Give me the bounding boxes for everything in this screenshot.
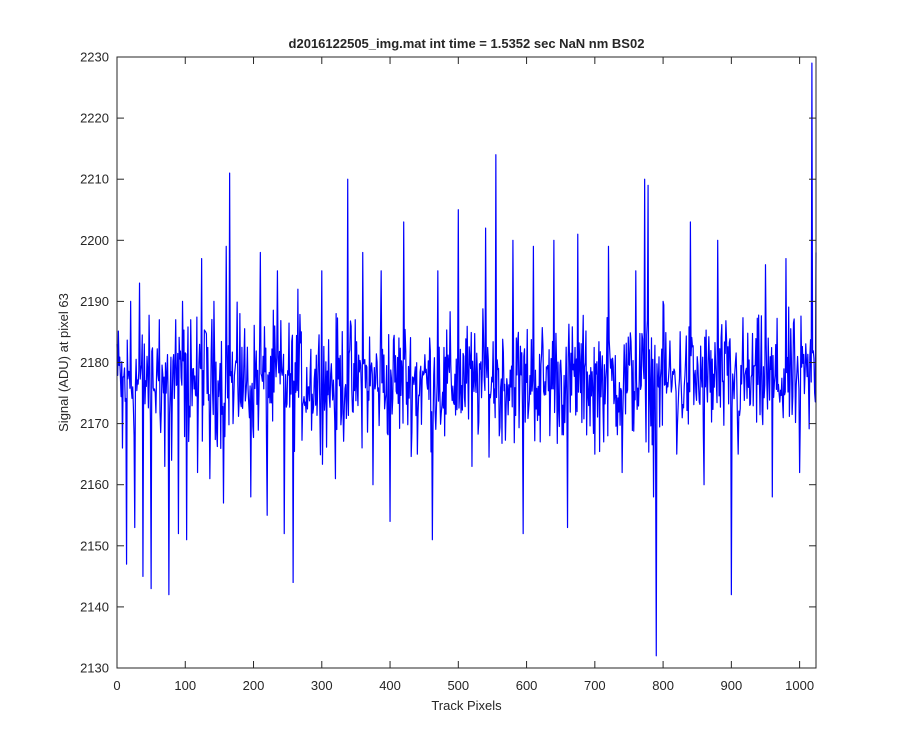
x-tick-label: 0 (113, 678, 120, 693)
y-tick-label: 2220 (80, 111, 109, 126)
x-axis-label: Track Pixels (431, 698, 502, 713)
x-axis: 0 100 200 300 400 500 600 700 800 900 1000 (113, 57, 814, 693)
chart-title: d2016122505_img.mat int time = 1.5352 se… (289, 36, 645, 51)
x-tick-label: 100 (174, 678, 196, 693)
x-tick-label: 600 (516, 678, 538, 693)
x-tick-label: 700 (584, 678, 606, 693)
x-tick-label: 900 (721, 678, 743, 693)
y-tick-label: 2230 (80, 50, 109, 65)
series-line (116, 62, 817, 657)
y-axis: 2130 2140 2150 2160 2170 2180 2190 2200 2210 2220… (80, 50, 816, 676)
y-tick-label: 2180 (80, 355, 109, 370)
y-tick-label: 2170 (80, 416, 109, 431)
x-tick-label: 500 (447, 678, 469, 693)
y-tick-label: 2200 (80, 233, 109, 248)
y-tick-label: 2130 (80, 661, 109, 676)
y-axis-label: Signal (ADU) at pixel 63 (56, 293, 71, 432)
y-tick-label: 2140 (80, 599, 109, 614)
y-tick-label: 2210 (80, 172, 109, 187)
plot-area (116, 56, 817, 669)
y-tick-label: 2150 (80, 538, 109, 553)
x-tick-label: 1000 (785, 678, 814, 693)
x-tick-label: 800 (652, 678, 674, 693)
x-tick-label: 400 (379, 678, 401, 693)
x-tick-label: 300 (311, 678, 333, 693)
y-tick-label: 2190 (80, 294, 109, 309)
x-tick-label: 200 (243, 678, 265, 693)
y-tick-label: 2160 (80, 477, 109, 492)
